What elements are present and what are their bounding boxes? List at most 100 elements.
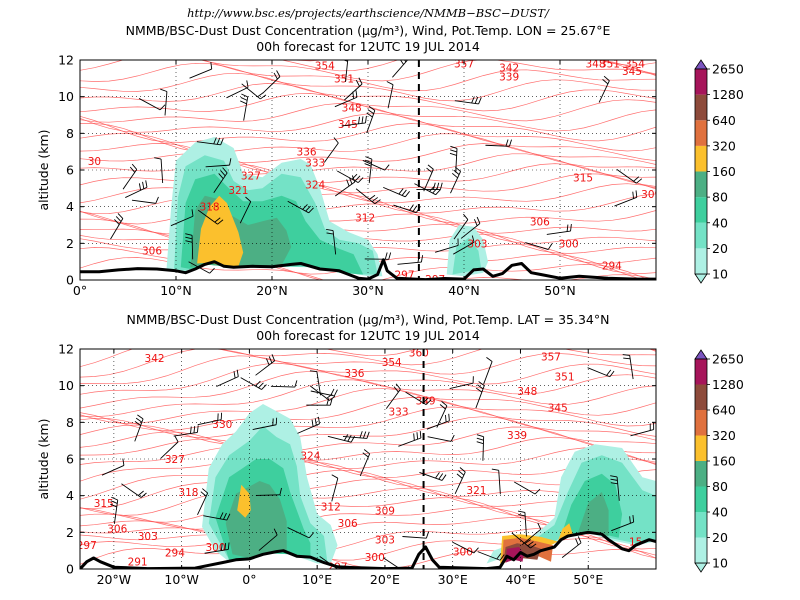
theta-label: 349: [416, 395, 436, 407]
colorbar-extend-max: [694, 59, 708, 70]
wind-barb: [476, 434, 485, 461]
colorbar-tick-label: 2650: [712, 352, 744, 367]
theta-label: 312: [321, 502, 341, 514]
theta-isoline: [80, 445, 656, 470]
colorbar-segment: [695, 222, 707, 249]
wind-barb: [110, 213, 124, 240]
dust-contour-level-1: [452, 237, 482, 275]
dust-contour-level-4: [237, 484, 251, 518]
theta-label: 306: [142, 246, 162, 258]
x-tick-label: 40°E: [505, 572, 535, 587]
wind-barb: [226, 80, 249, 99]
theta-isoline: [80, 379, 656, 418]
theta-isoline: [80, 436, 656, 463]
colorbar-tick-label: 320: [712, 428, 736, 443]
wind-barb: [101, 458, 125, 476]
theta-label: 318: [200, 202, 220, 214]
colorbar-tick-label: 160: [712, 164, 736, 179]
wind-barb: [454, 467, 466, 494]
wind-barb: [385, 383, 401, 409]
colorbar-2: 10 20 40 80 160 320 640 1280 2650: [694, 349, 744, 573]
colorbar-tick-label: 640: [712, 403, 736, 418]
theta-label: 297: [394, 270, 414, 282]
wind-barb: [270, 380, 298, 388]
theta-label: 336: [344, 368, 364, 380]
panel2-grid: [80, 349, 656, 569]
theta-isoline: [80, 406, 656, 441]
wind-barb: [359, 449, 371, 477]
theta-label: 303: [467, 238, 487, 250]
x-tick-label: 50°N: [544, 283, 576, 298]
theta-label: 306: [338, 518, 358, 530]
theta-label: 327: [165, 454, 185, 466]
wind-barb: [262, 70, 281, 94]
wind-barb: [110, 496, 119, 524]
x-tick-label: 10°W: [164, 572, 199, 587]
theta-label: 312: [355, 213, 375, 225]
theta-label: 318: [178, 487, 198, 499]
theta-label: 351: [334, 73, 354, 85]
wind-barb: [122, 163, 138, 190]
theta-label: 324: [300, 450, 320, 462]
theta-label: 315: [573, 172, 593, 184]
theta-isoline: [324, 349, 656, 357]
theta-label: 315: [94, 498, 114, 510]
theta-isoline: [80, 60, 656, 92]
y-tick-label: 4: [66, 199, 74, 214]
wind-barb: [598, 75, 610, 103]
wind-barb: [435, 238, 459, 253]
wind-barb: [185, 233, 194, 260]
wind-barb: [483, 357, 493, 385]
colorbar-tick-label: 160: [712, 454, 736, 469]
wind-barb: [258, 528, 278, 551]
wind-barb: [287, 200, 314, 214]
wind-barb: [154, 157, 164, 184]
wind-barb: [362, 160, 390, 171]
theta-label: 309: [641, 189, 661, 201]
colorbar-extend-min: [694, 273, 708, 284]
wind-barb: [197, 412, 223, 426]
theta-label: 357: [541, 351, 561, 363]
wind-barb: [614, 190, 638, 207]
x-tick-label: 40°N: [448, 283, 480, 298]
y-tick-label: 12: [58, 53, 74, 68]
wind-barb: [239, 196, 252, 224]
colorbar-tick-label: 40: [712, 215, 728, 230]
theta-isoline: [80, 349, 656, 368]
wind-barb: [453, 235, 475, 255]
panel2-ylabel: altitude (km): [36, 418, 51, 499]
x-tick-label: 20°W: [97, 572, 132, 587]
colorbar-segment: [695, 197, 707, 223]
theta-label: 300: [365, 552, 385, 564]
wind-barb: [138, 98, 166, 111]
wind-barb: [423, 164, 434, 192]
theta-label: 303: [375, 535, 395, 547]
colorbar-extend-max: [694, 349, 708, 360]
theta-label: 348: [342, 103, 362, 115]
theta-label: 294: [165, 548, 185, 560]
source-url: http://www.bsc.es/projects/earthscience/…: [187, 6, 550, 20]
wind-barb: [189, 62, 213, 79]
wind-barb: [491, 468, 501, 495]
wind-barb: [587, 367, 615, 378]
colorbar-segment: [695, 94, 707, 121]
wind-barb: [525, 242, 553, 250]
y-tick-label: 8: [66, 415, 74, 430]
wind-barb: [521, 522, 542, 545]
theta-label: 345: [548, 403, 568, 415]
wind-barb: [170, 209, 194, 227]
colorbar-tick-label: 10: [712, 556, 728, 571]
theta-label: 360: [409, 348, 429, 360]
wind-barb: [452, 541, 479, 554]
theta-label: 336: [297, 147, 317, 159]
theta-label: 309: [375, 505, 395, 517]
wind-barb: [204, 542, 230, 554]
colorbar-segment: [695, 537, 707, 563]
wind-barb: [203, 512, 231, 521]
wind-barb: [460, 216, 481, 239]
wind-barb: [630, 422, 655, 437]
panel1-axes-ticks: 0° 10°N 20°N 30°N 40°N 50°N 0 2 4 6 8 10 12: [58, 53, 656, 298]
y-tick-label: 2: [66, 236, 74, 251]
wind-barb: [436, 401, 448, 428]
